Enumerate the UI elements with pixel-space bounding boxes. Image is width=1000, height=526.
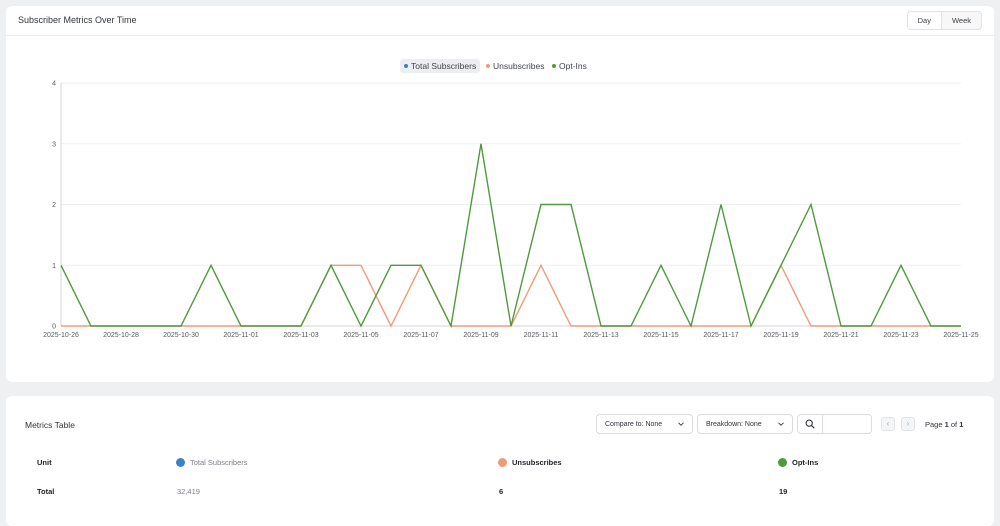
breakdown-dropdown-label: Breakdown: None: [706, 420, 762, 428]
metrics-table-title: Metrics Table: [25, 420, 75, 430]
x-tick-label: 2025-11-19: [763, 332, 798, 339]
total-subscribers-value: 32,419: [177, 487, 200, 496]
total-row-label: Total: [37, 487, 55, 496]
x-tick-label: 2025-11-09: [463, 332, 498, 339]
series-line-opt-ins: [60, 143, 961, 329]
y-tick-label: 4: [52, 81, 56, 88]
y-tick-label: 3: [52, 141, 56, 148]
chart-title: Subscriber Metrics Over Time: [18, 15, 137, 25]
search-box: [797, 414, 872, 434]
day-toggle-button[interactable]: Day: [907, 12, 942, 29]
metrics-table-card: Metrics Table Compare to: None Breakdown…: [6, 396, 994, 526]
x-tick-label: 2025-10-30: [163, 332, 199, 339]
week-toggle-button[interactable]: Week: [951, 16, 971, 25]
x-tick-label: 2025-11-17: [703, 332, 738, 339]
x-tick-label: 2025-11-15: [643, 332, 678, 339]
search-input[interactable]: [823, 415, 871, 433]
x-tick-label: 2025-11-11: [524, 332, 559, 339]
y-tick-label: 0: [52, 324, 56, 331]
legend-label: Unsubscribes: [493, 61, 545, 71]
chevron-down-icon: [678, 422, 684, 426]
page-indicator: Page 1 of 1: [925, 420, 964, 429]
search-icon: [805, 419, 815, 429]
x-tick-label: 2025-10-26: [43, 332, 79, 339]
x-tick-label: 2025-11-01: [223, 332, 258, 339]
compare-dropdown[interactable]: Compare to: None: [596, 414, 693, 434]
legend-dot-icon: [552, 64, 556, 68]
search-button[interactable]: [798, 415, 823, 433]
chart-card: Subscriber Metrics Over Time Day Week To…: [6, 6, 994, 382]
x-tick-label: 2025-11-07: [403, 332, 438, 339]
legend-label: Total Subscribers: [411, 61, 476, 71]
interval-toggle: Day Week: [906, 11, 982, 30]
total-subscribers-dot-icon: [176, 458, 185, 467]
x-tick-label: 2025-11-03: [283, 332, 318, 339]
line-chart: Total Subscribers Unsubscribes Opt-Ins 0 1 2 3…: [43, 59, 979, 339]
x-tick-label: 2025-11-23: [883, 332, 918, 339]
unsubscribes-dot-icon: [498, 458, 507, 467]
opt-ins-dot-icon: [778, 458, 787, 467]
x-tick-label: 2025-11-25: [943, 332, 978, 339]
chevron-left-icon: ‹: [886, 419, 890, 428]
chevron-down-icon: [778, 422, 784, 426]
compare-dropdown-label: Compare to: None: [605, 420, 663, 428]
y-tick-label: 1: [52, 263, 56, 270]
legend-selected-bg: [400, 59, 480, 73]
x-tick-label: 2025-11-13: [583, 332, 618, 339]
next-page-button[interactable]: ›: [901, 417, 915, 431]
legend-dot-icon: [404, 64, 408, 68]
x-tick-label: 2025-11-21: [823, 332, 858, 339]
chevron-right-icon: ›: [906, 419, 910, 428]
opt-ins-column-header: Opt-Ins: [778, 458, 818, 467]
x-tick-label: 2025-10-28: [103, 332, 139, 339]
opt-ins-value: 19: [779, 487, 788, 496]
unit-column-header: Unit: [37, 458, 52, 467]
total-subscribers-column-header: Total Subscribers: [176, 458, 248, 467]
unsubscribes-column-header: Unsubscribes: [498, 458, 562, 467]
breakdown-dropdown[interactable]: Breakdown: None: [697, 414, 793, 434]
legend-dot-icon: [486, 64, 490, 68]
previous-page-button[interactable]: ‹: [881, 417, 895, 431]
y-tick-label: 2: [52, 202, 56, 209]
x-tick-label: 2025-11-05: [343, 332, 378, 339]
chart-card-header: Subscriber Metrics Over Time Day Week: [6, 6, 994, 36]
legend-label: Opt-Ins: [559, 61, 587, 71]
unsubscribes-value: 6: [499, 487, 504, 496]
